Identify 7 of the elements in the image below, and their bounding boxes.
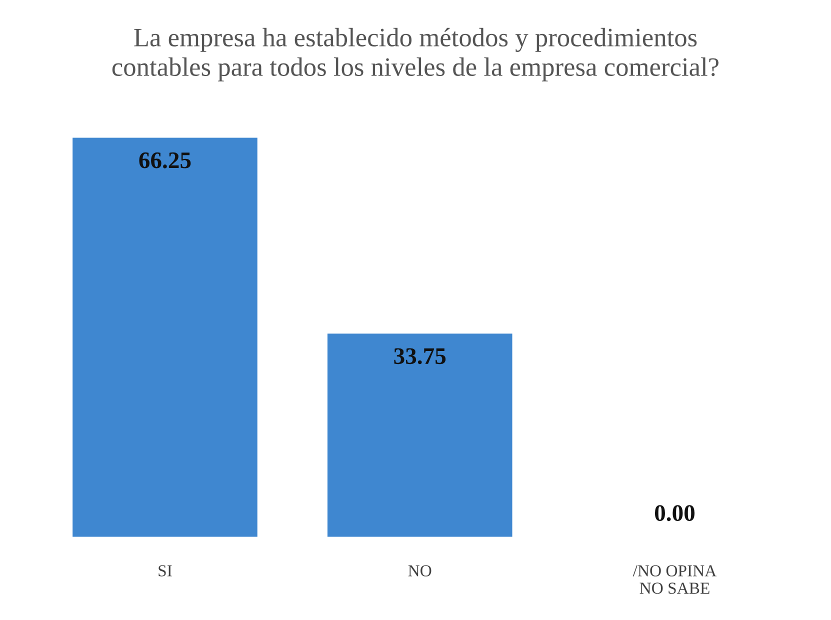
chart-title: La empresa ha establecido métodos y procedimientos contables para todos los niveles de la empresa comercial?: [112, 28, 718, 82]
x-tick-label: /NO OPINA NO SABE: [632, 565, 717, 594]
x-tick-label: SI: [158, 565, 172, 576]
data-label: 33.75: [394, 348, 446, 364]
x-tick-label: NO: [408, 565, 432, 576]
data-label: 0.00: [654, 505, 695, 522]
data-label: 66.25: [139, 152, 191, 168]
